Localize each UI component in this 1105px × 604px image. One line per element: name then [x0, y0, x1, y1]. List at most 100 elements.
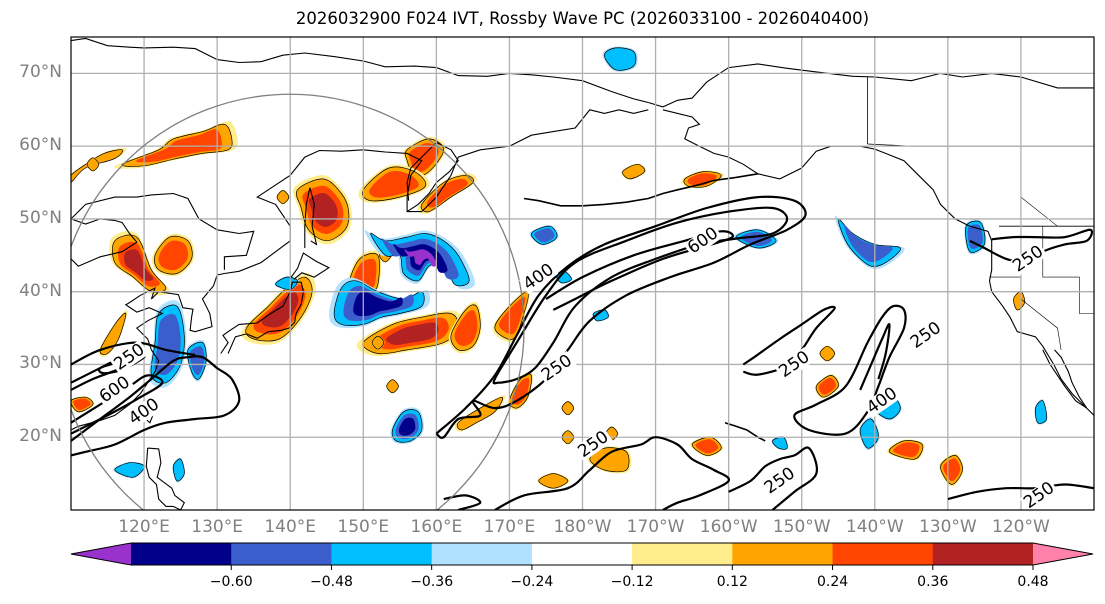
colorbar-tick-label: −0.12 — [610, 574, 654, 590]
colorbar-tick-label: 0.12 — [716, 574, 748, 590]
pos-200e-55n — [681, 170, 724, 189]
contour-label-bg — [573, 427, 614, 462]
neg-116e-16n — [112, 461, 146, 479]
contour-label-bg — [760, 463, 800, 499]
contour-label-bg — [683, 223, 723, 259]
neg-korea-s — [186, 339, 208, 382]
contour-label-bg — [124, 394, 164, 430]
ivt-400-epac — [859, 322, 891, 391]
pos-small-6 — [86, 157, 100, 172]
neg-125e-16n — [172, 457, 186, 483]
colorbar-segment — [632, 543, 733, 565]
colorbar-extend-max — [1033, 543, 1093, 565]
colorbar-tick-label: −0.36 — [410, 574, 454, 590]
colorbar-tick-label: 0.36 — [917, 574, 949, 590]
colorbar-outline — [70, 542, 1094, 566]
colorbar-segment — [331, 543, 433, 565]
pos-198e-12n — [690, 436, 724, 457]
coast-kamchatka — [406, 141, 459, 213]
neg-183e-71n — [602, 46, 638, 72]
pos-170e-27n — [507, 371, 533, 411]
ivt-400-npac — [492, 206, 789, 385]
contour-label-bg — [537, 350, 577, 386]
ivt-250-wpac — [71, 355, 241, 457]
colorbar-tick-label: 0.24 — [816, 574, 849, 590]
contour-label-bg — [862, 383, 902, 419]
colorbar-segment — [732, 543, 834, 565]
neg-e-of-japan — [329, 277, 431, 329]
colorbar-segment — [832, 543, 934, 565]
colorbar-tick-label: −0.48 — [309, 574, 353, 590]
lon-label: 130°W — [918, 517, 977, 537]
colorbar-segment — [431, 543, 533, 565]
coast-mongolia-border — [71, 218, 138, 267]
coast-japan-honshu — [220, 281, 304, 354]
coast-korea — [71, 274, 218, 431]
contour-label-bg — [774, 347, 815, 382]
lon-label: 140°E — [264, 517, 317, 537]
pos-158e-33n — [356, 310, 464, 357]
lat-label: 30°N — [19, 353, 62, 374]
lon-label: 160°W — [699, 517, 758, 537]
neg-222e-45n — [834, 215, 905, 270]
ivt-600-npac — [545, 230, 734, 311]
lat-label: 60°N — [19, 135, 62, 156]
pos-120e-46n — [152, 233, 195, 277]
lat-label: 40°N — [19, 280, 62, 301]
colorbar-tick-label: −0.24 — [510, 574, 554, 590]
contour-label-bg — [519, 259, 559, 295]
ivt-250-south-d — [443, 494, 482, 510]
lon-label: 150°E — [337, 517, 390, 537]
coast-hokkaido — [289, 252, 331, 280]
colorbar-segment — [932, 543, 1034, 565]
lon-label: 170°W — [626, 517, 685, 537]
lat-label: 20°N — [19, 426, 62, 447]
lon-label: 120°E — [118, 517, 170, 537]
colorbar-segment — [531, 543, 633, 565]
neg-155e-21n — [390, 407, 424, 444]
coast-philippines — [145, 447, 185, 510]
contour-label-bg — [95, 372, 135, 408]
pos-226e-14n — [886, 439, 925, 461]
reference-circle — [71, 93, 525, 510]
lat-label: 50°N — [19, 207, 62, 228]
coast-baja — [1042, 349, 1088, 409]
ivt-250-south-a — [494, 436, 731, 510]
pos-small-7 — [276, 189, 290, 205]
pos-116e-35n — [98, 310, 128, 357]
pos-176e-14n — [536, 472, 570, 489]
border-us-states-2 — [1042, 226, 1094, 314]
pos-small-4 — [561, 400, 575, 416]
colorbar-segment — [231, 543, 332, 565]
pos-240e-39n — [1012, 290, 1026, 312]
pos-111e-25n — [71, 396, 95, 413]
contour-label-bg — [109, 339, 150, 375]
map-title: 2026032900 F024 IVT, Rossby Wave PC (202… — [295, 9, 870, 28]
neg-182e-37n — [592, 309, 610, 322]
contour-label-bg — [906, 318, 946, 353]
ivt-250-epac-b — [793, 304, 907, 436]
pos-187e-57n — [621, 163, 647, 180]
neg-n-of-japan — [364, 230, 476, 290]
contour-label: 250 — [774, 347, 815, 382]
coast-hawaii — [724, 421, 766, 442]
coast-siberia-pacific — [216, 109, 649, 276]
anomaly-fills — [71, 46, 1048, 489]
lon-label: 150°W — [772, 517, 831, 537]
ivt-250-south-b — [728, 446, 818, 510]
coast-alaska-west — [662, 109, 1094, 416]
pos-170e-37n — [492, 288, 531, 343]
map-frame — [70, 36, 1095, 511]
gridlines — [71, 37, 1094, 510]
pos-230e-16n — [939, 453, 964, 487]
pos-small-1 — [371, 335, 385, 350]
ivt-250-south-c — [947, 483, 1094, 501]
neg-242e-24n — [1034, 399, 1048, 425]
coast-siberia-arctic — [71, 37, 649, 104]
neg-208e-19n — [771, 436, 789, 450]
contour-label-bg — [1008, 241, 1048, 277]
neg-175e-48n — [529, 225, 559, 246]
coast-aleutians — [523, 173, 759, 207]
